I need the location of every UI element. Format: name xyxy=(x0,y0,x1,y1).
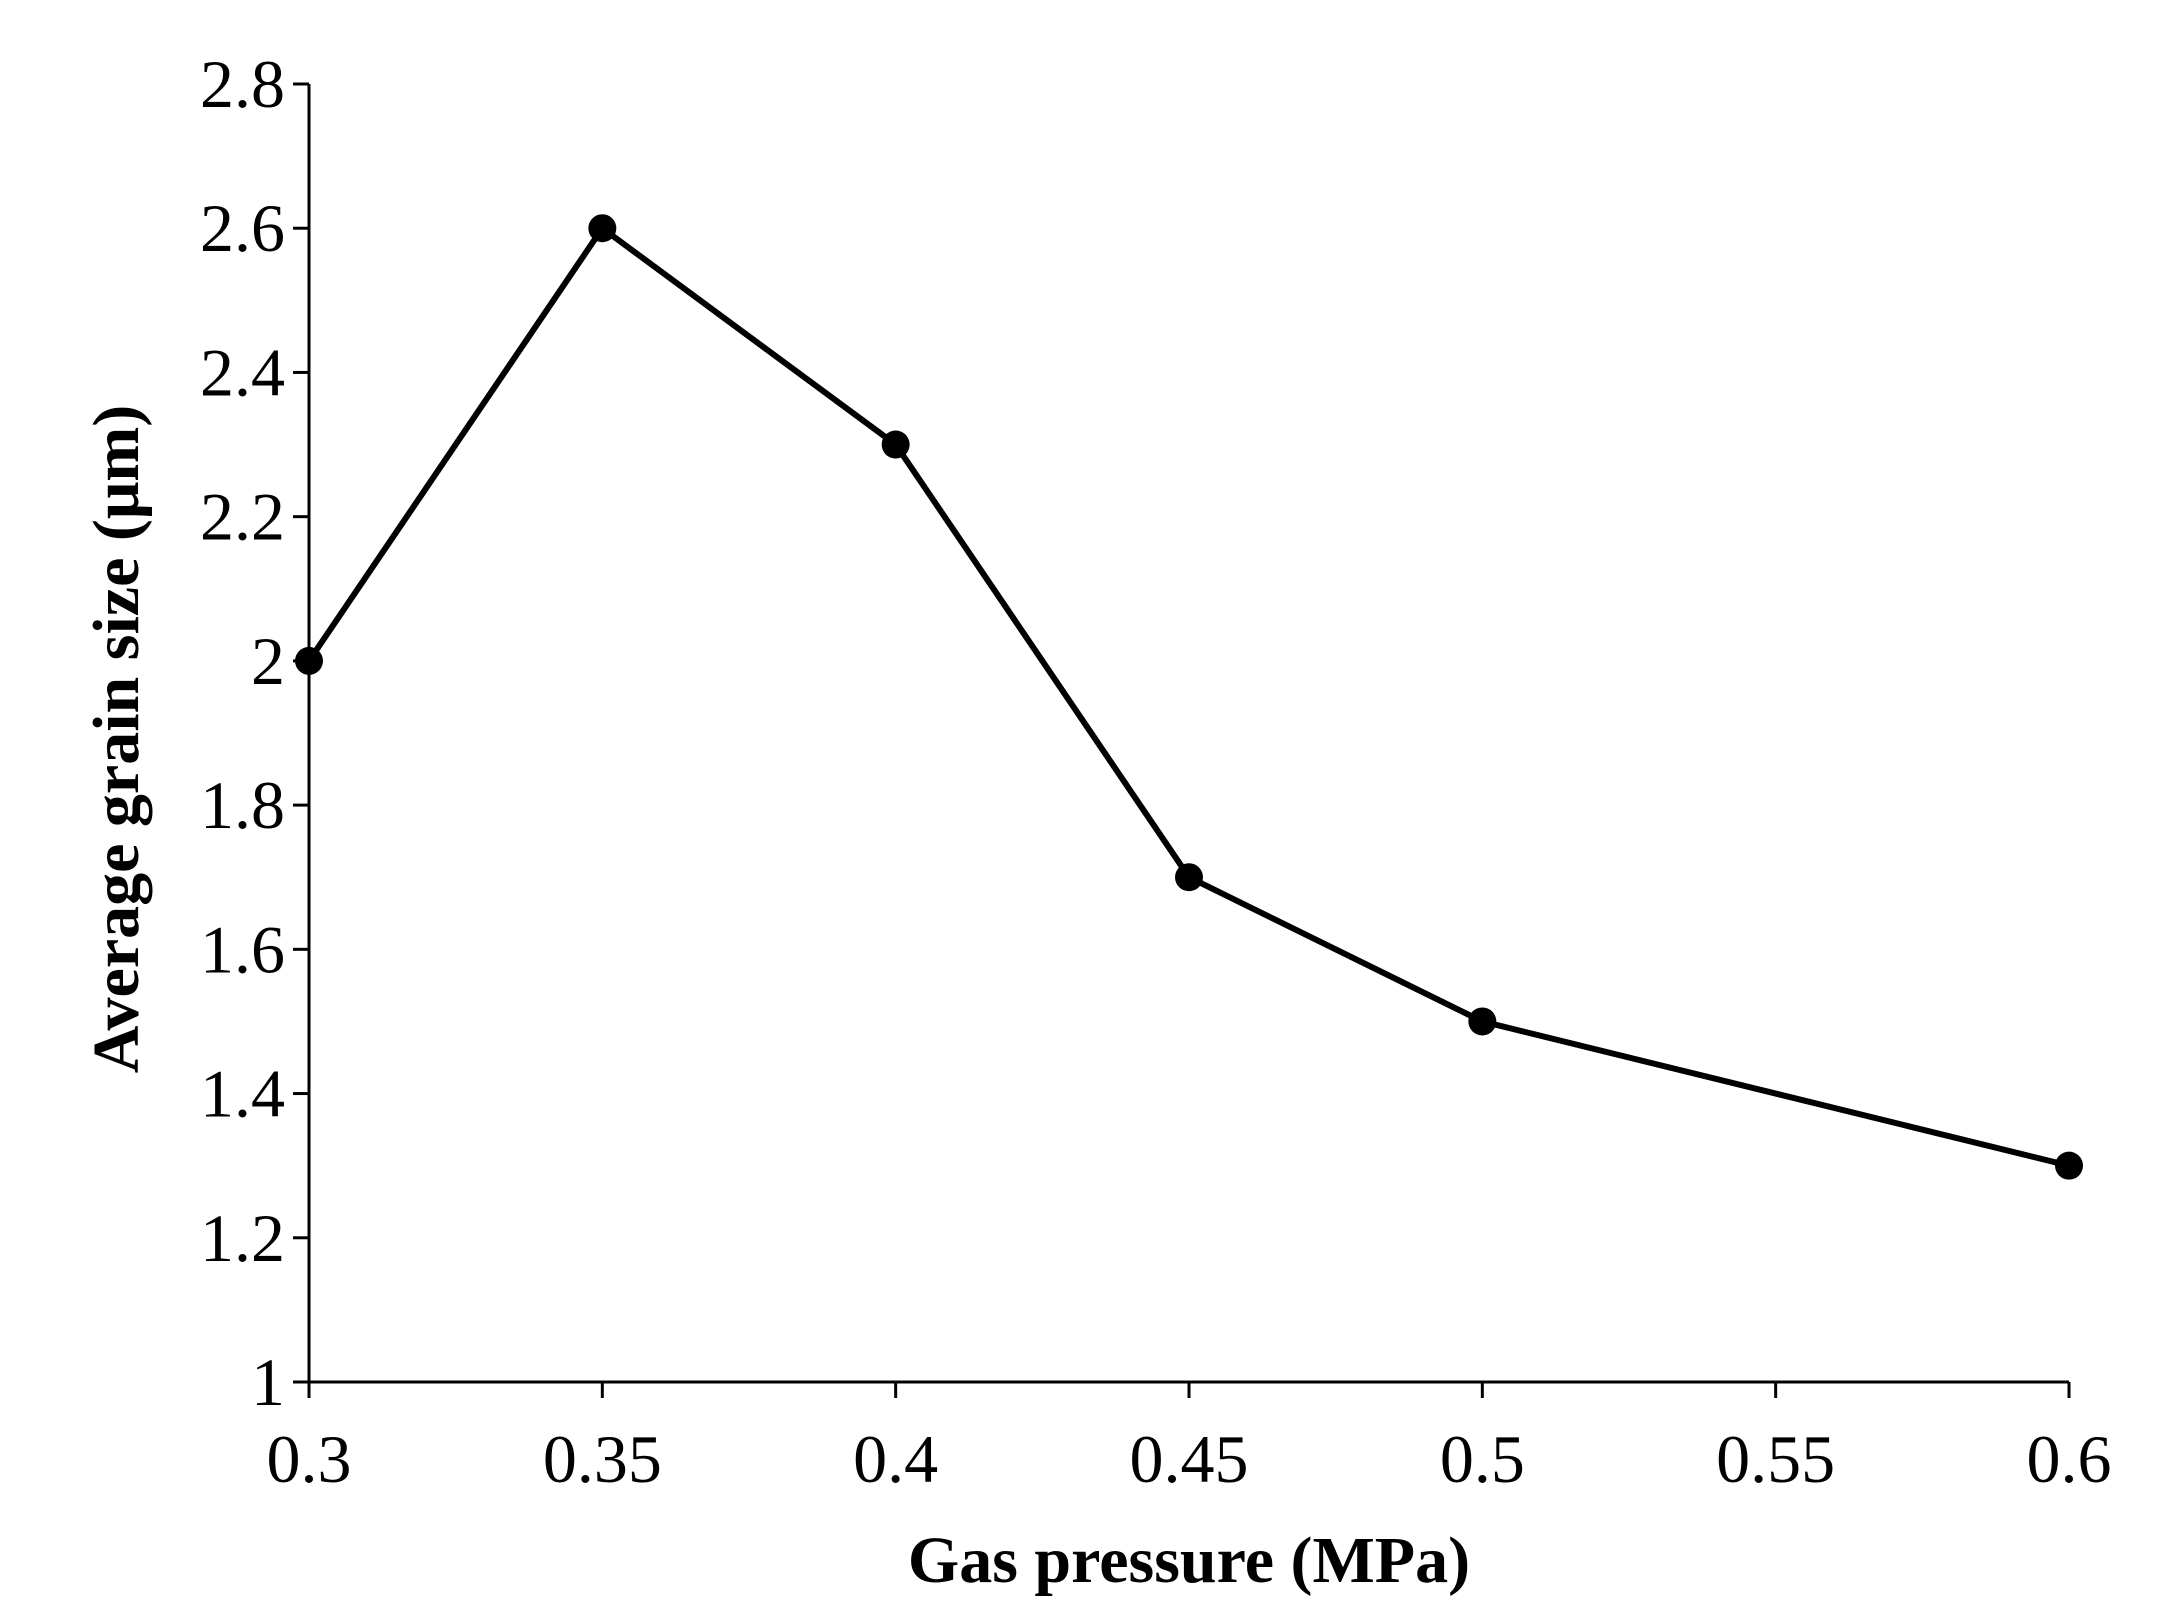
x-tick-label: 0.35 xyxy=(543,1421,662,1497)
data-point xyxy=(295,646,323,675)
x-axis-ticks: 0.3 0.35 0.4 0.45 0.5 0.55 0.6 xyxy=(267,1382,2112,1497)
series-line xyxy=(306,225,2070,1169)
data-point xyxy=(881,430,910,459)
y-tick-label: 1.6 xyxy=(200,911,285,987)
y-axis-ticks: 1 1.2 1.4 1.6 1.8 2 2.2 2.4 2.6 2.8 xyxy=(200,46,309,1420)
y-tick-label: 1.8 xyxy=(200,767,285,843)
x-tick-label: 0.5 xyxy=(1440,1421,1525,1497)
y-tick-label: 2.6 xyxy=(200,190,285,266)
y-axis-title: Average grain size (μm) xyxy=(80,405,153,1073)
x-tick-label: 0.45 xyxy=(1130,1421,1249,1497)
data-point xyxy=(1175,863,1203,892)
data-point xyxy=(588,214,617,243)
y-tick-label: 1.4 xyxy=(200,1056,285,1132)
x-tick-label: 0.3 xyxy=(267,1421,352,1497)
y-tick-label: 2 xyxy=(251,623,285,699)
y-tick-label: 2.2 xyxy=(200,479,285,555)
chart-axes xyxy=(307,84,2069,1384)
y-tick-label: 1.2 xyxy=(200,1200,285,1276)
y-tick-label: 1 xyxy=(251,1344,285,1420)
data-point xyxy=(2055,1151,2083,1180)
data-series xyxy=(295,214,2083,1180)
x-tick-label: 0.4 xyxy=(853,1421,938,1497)
x-axis-title: Gas pressure (MPa) xyxy=(908,1524,1470,1597)
data-point xyxy=(1468,1007,1497,1036)
x-tick-label: 0.6 xyxy=(2027,1421,2112,1497)
x-tick-label: 0.55 xyxy=(1716,1421,1835,1497)
y-tick-label: 2.8 xyxy=(200,46,285,122)
y-tick-label: 2.4 xyxy=(200,334,285,410)
